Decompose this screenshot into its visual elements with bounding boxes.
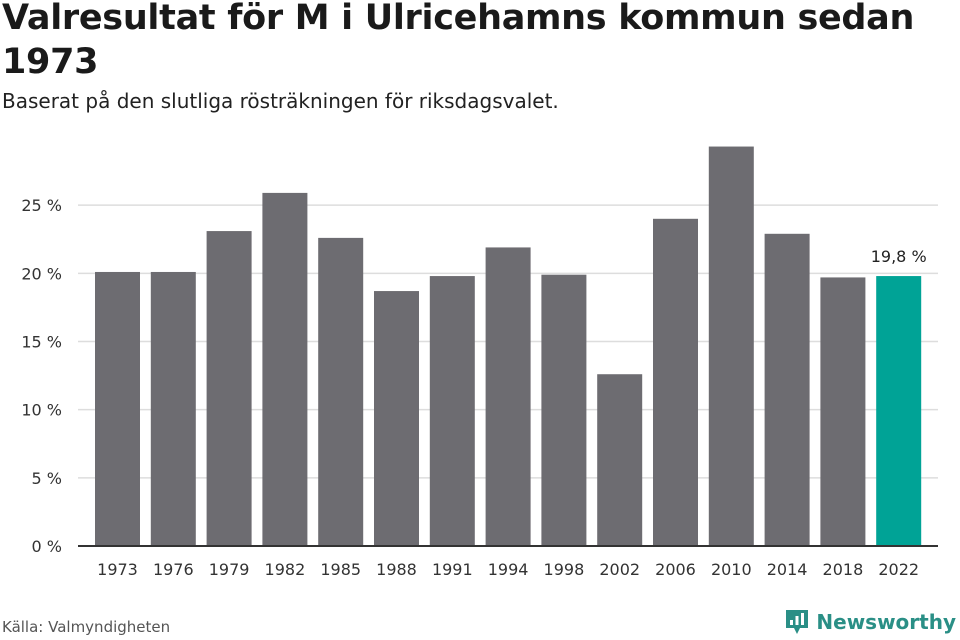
bar-1998 [541, 274, 587, 546]
y-tick-label: 25 % [21, 196, 62, 215]
y-tick-label: 5 % [32, 469, 62, 488]
x-tick-label: 2006 [655, 560, 696, 579]
x-tick-label: 1994 [488, 560, 529, 579]
x-tick-label: 2010 [711, 560, 752, 579]
bar-2022 [876, 276, 922, 546]
x-tick-label: 2002 [599, 560, 640, 579]
bar-1976 [150, 271, 196, 546]
bar-1979 [206, 231, 252, 546]
bar-2006 [653, 218, 698, 547]
bar-2014 [764, 233, 810, 546]
bars [95, 146, 922, 547]
x-tick-label: 1979 [209, 560, 250, 579]
brand-name: Newsworthy [816, 610, 956, 634]
chart-title: Valresultat för M i Ulricehamns kommun s… [2, 0, 915, 82]
brand-logo: Newsworthy [784, 608, 956, 636]
bar-1991 [429, 276, 475, 546]
bar-2010 [708, 146, 754, 546]
x-tick-label: 2022 [878, 560, 919, 579]
x-tick-label: 1988 [376, 560, 417, 579]
x-tick-label: 2018 [823, 560, 864, 579]
x-tick-label: 1998 [544, 560, 585, 579]
y-axis-ticks: 0 % 5 % 10 % 15 % 20 % 25 % [21, 196, 62, 556]
x-tick-label: 1985 [320, 560, 361, 579]
x-tick-label: 1976 [153, 560, 194, 579]
chart-subtitle: Baserat på den slutliga rösträkningen fö… [2, 89, 559, 113]
x-tick-label: 2014 [767, 560, 808, 579]
bar-1994 [485, 247, 531, 546]
x-axis-ticks: 1973 1976 1979 1982 1985 1988 1991 1994 1998 2002… [97, 560, 919, 579]
bar-1985 [318, 237, 364, 547]
y-tick-label: 10 % [21, 401, 62, 420]
bar-chart: 0 %5 %10 %15 %20 %25 % 1973 1976 1979 1982 1… [21, 146, 938, 579]
data-labels: 19,8 % [871, 247, 927, 266]
bar-1973 [95, 271, 140, 546]
x-tick-label: 1982 [265, 560, 306, 579]
newsworthy-logo-icon [786, 610, 809, 634]
y-tick-label: 15 % [21, 333, 62, 352]
bar-1982 [262, 192, 308, 546]
source-note: Källa: Valmyndigheten [2, 618, 171, 636]
x-tick-label: 1991 [432, 560, 473, 579]
y-tick-label: 0 % [32, 537, 62, 556]
x-tick-label: 1973 [97, 560, 138, 579]
bar-2018 [820, 277, 866, 546]
bar-2002 [597, 374, 643, 546]
data-label-highlight: 19,8 % [871, 247, 927, 266]
y-tick-label: 20 % [21, 264, 62, 283]
bar-1988 [374, 291, 419, 546]
